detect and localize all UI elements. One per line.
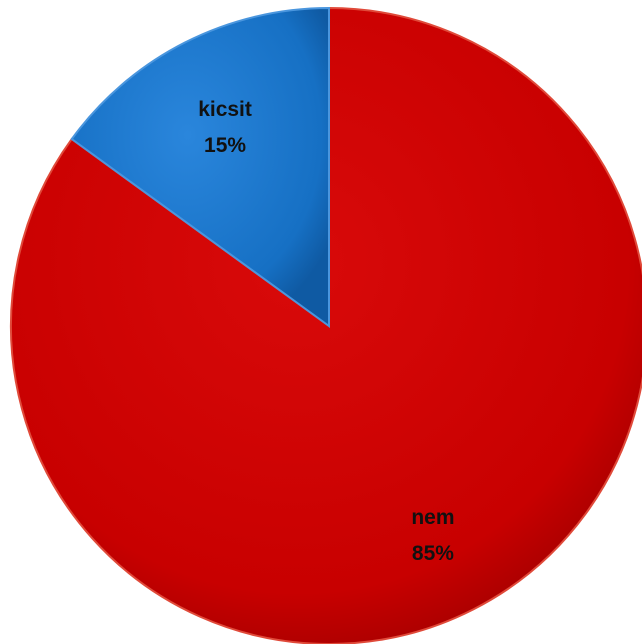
slice-value-label-nem: 85% [412, 542, 454, 565]
pie-labels: nem 85% kicsit 15% [198, 98, 454, 565]
slice-label-kicsit: kicsit [198, 98, 252, 121]
pie-slice-kicsit [70, 6, 330, 328]
pie-slice-nem [10, 6, 642, 644]
slice-value-label-kicsit: 15% [204, 134, 246, 157]
pie-slices [10, 6, 642, 644]
slice-label-nem: nem [411, 506, 454, 529]
